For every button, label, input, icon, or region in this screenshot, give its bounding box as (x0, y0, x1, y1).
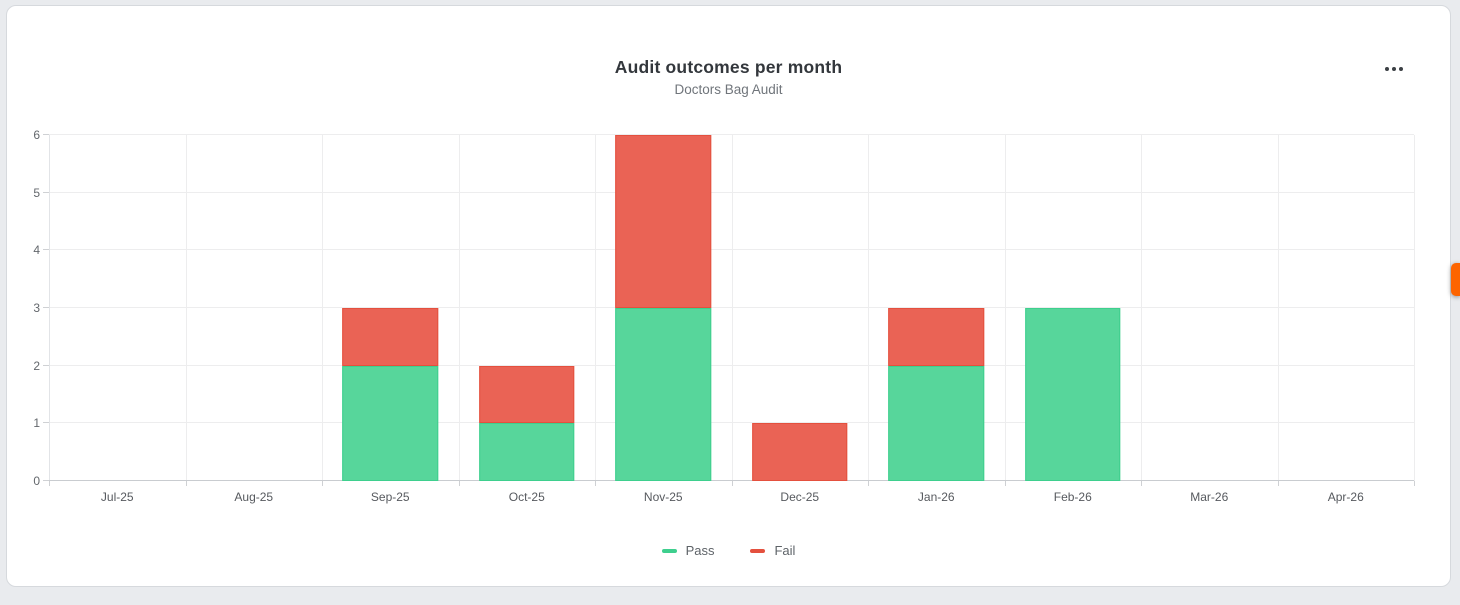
legend-label-pass: Pass (685, 543, 715, 558)
y-axis-tick (43, 422, 49, 424)
x-axis-label-sep-25: Sep-25 (370, 490, 410, 504)
x-axis-label-aug-25: Aug-25 (234, 490, 274, 504)
y-axis-tick (43, 480, 49, 481)
legend-swatch-fail (750, 548, 766, 553)
x-axis-tick (49, 481, 50, 486)
plot-area: 0 1 2 3 4 5 6 Jul-25 Aug-25 Sep-25 Oct-25 Nov-25 Dec… (33, 129, 1415, 504)
chart-legend: Pass Fail (7, 543, 1450, 558)
chart-title: Audit outcomes per month (614, 57, 843, 77)
x-axis-tick (868, 481, 869, 486)
y-axis-label: 4 (33, 243, 40, 258)
gridline-v (595, 135, 596, 481)
y-axis-label: 2 (33, 358, 40, 373)
ellipsis-dot (1385, 67, 1389, 71)
ellipsis-dot (1392, 67, 1396, 71)
y-axis-tick (43, 307, 49, 308)
x-axis-label-jan-26: Jan-26 (917, 490, 955, 504)
bar-pass-jan-26[interactable] (888, 365, 985, 481)
x-axis-label-feb-26: Feb-26 (1053, 490, 1092, 504)
legend-swatch-pass (661, 548, 677, 553)
gridline-h (49, 480, 1414, 481)
gridline-v (1277, 135, 1279, 481)
x-axis-label-oct-25: Oct-25 (508, 490, 545, 504)
x-axis-label-mar-26: Mar-26 (1190, 490, 1229, 504)
y-axis-tick (43, 134, 49, 135)
y-axis-label: 1 (33, 416, 40, 431)
gridline-v (185, 135, 187, 481)
feedback-side-tab[interactable] (1451, 263, 1460, 296)
x-axis-tick (595, 481, 596, 486)
legend-item-fail[interactable]: Fail (750, 543, 795, 558)
x-axis-tick (1141, 481, 1142, 486)
x-axis-tick (322, 481, 323, 486)
chart-header: Audit outcomes per month Doctors Bag Aud… (7, 57, 1450, 97)
gridline-v (868, 135, 869, 481)
y-axis-tick (43, 249, 49, 251)
y-axis-tick (43, 364, 49, 366)
gridline-v (1004, 135, 1006, 481)
gridline-v (1414, 135, 1415, 481)
y-axis-label: 0 (33, 474, 40, 488)
gridline-v (322, 135, 323, 481)
chart-subtitle: Doctors Bag Audit (674, 82, 783, 97)
x-axis-tick (731, 481, 733, 486)
x-axis-tick (458, 481, 460, 486)
bar-pass-nov-25[interactable] (615, 308, 712, 481)
x-axis-tick (1414, 481, 1415, 486)
chart-card: Audit outcomes per month Doctors Bag Aud… (6, 5, 1451, 587)
y-axis-tick (43, 191, 49, 193)
x-axis-tick (1004, 481, 1006, 486)
x-axis-label-jul-25: Jul-25 (100, 490, 134, 504)
x-axis-label-apr-26: Apr-26 (1327, 490, 1364, 504)
y-axis-label: 5 (33, 185, 40, 200)
ellipsis-menu-icon[interactable] (1380, 62, 1408, 76)
gridline-v (1141, 135, 1142, 481)
x-axis-tick (185, 481, 187, 486)
x-axis-tick (1277, 481, 1279, 486)
bar-pass-sep-25[interactable] (342, 365, 439, 481)
legend-item-pass[interactable]: Pass (661, 543, 715, 558)
x-axis-label-nov-25: Nov-25 (643, 490, 683, 504)
gridline-v (731, 135, 733, 481)
bar-fail-jan-26[interactable] (888, 308, 985, 366)
y-axis-label: 3 (33, 301, 40, 315)
legend-label-fail: Fail (774, 543, 796, 558)
gridline-h (49, 134, 1414, 135)
gridline-v (458, 135, 460, 481)
bar-fail-nov-25[interactable] (615, 135, 712, 308)
y-axis-label: 6 (33, 128, 40, 142)
bar-pass-oct-25[interactable] (478, 423, 575, 481)
bar-fail-oct-25[interactable] (478, 365, 575, 424)
bar-pass-feb-26[interactable] (1024, 308, 1121, 481)
gridline-v (49, 135, 50, 481)
ellipsis-dot (1399, 67, 1403, 71)
bar-fail-sep-25[interactable] (342, 308, 439, 366)
bar-fail-dec-25[interactable] (751, 423, 848, 481)
x-axis-label-dec-25: Dec-25 (780, 490, 820, 504)
